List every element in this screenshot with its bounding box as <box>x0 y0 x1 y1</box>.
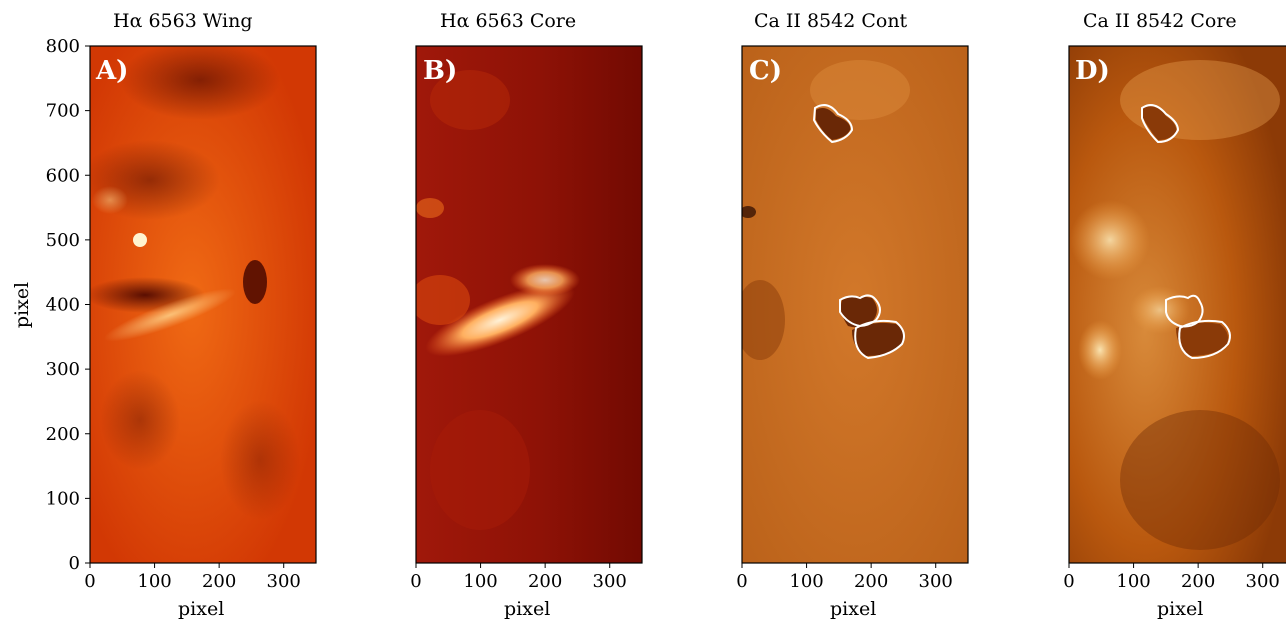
x-tick-label: 0 <box>736 571 747 592</box>
panel-d-image <box>1069 46 1286 563</box>
panel-d-xlabel: pixel <box>1157 598 1204 620</box>
x-tick-label: 200 <box>202 571 236 592</box>
panel-d-contours <box>1141 104 1231 360</box>
y-axis-label: pixel <box>11 281 33 329</box>
panel-d-frame <box>1068 45 1286 564</box>
x-tick-label: 200 <box>854 571 888 592</box>
panel-d-title: Ca II 8542 Core <box>1083 10 1237 32</box>
panel-c-frame <box>741 45 969 564</box>
panel-c-image <box>742 46 968 563</box>
y-tick-label: 800 <box>46 36 80 57</box>
panel-b-label: B) <box>423 56 458 86</box>
y-tick-label: 300 <box>46 359 80 380</box>
x-tick-label: 300 <box>593 571 627 592</box>
x-tick-label: 100 <box>789 571 823 592</box>
panel-c-label: C) <box>749 56 782 86</box>
x-tick-label: 0 <box>1063 571 1074 592</box>
panel-a-title: Hα 6563 Wing <box>113 10 253 32</box>
y-tick-label: 200 <box>46 424 80 445</box>
y-tick-label: 600 <box>46 165 80 186</box>
panel-b-title: Hα 6563 Core <box>440 10 577 32</box>
panel-b-image <box>416 46 642 563</box>
panel-a-label: A) <box>96 56 129 86</box>
x-tick-label: 300 <box>919 571 953 592</box>
x-tick-label: 200 <box>528 571 562 592</box>
x-tick-label: 100 <box>463 571 497 592</box>
panel-d-label: D) <box>1075 56 1110 86</box>
panel-c-title: Ca II 8542 Cont <box>754 10 908 32</box>
x-tick-label: 100 <box>137 571 171 592</box>
y-tick-label: 400 <box>46 295 80 316</box>
panel-b-xlabel: pixel <box>504 598 551 620</box>
x-tick-label: 300 <box>1246 571 1280 592</box>
y-tick-label: 500 <box>46 230 80 251</box>
x-tick-label: 100 <box>1116 571 1150 592</box>
panel-c-contours <box>812 104 905 360</box>
x-tick-label: 0 <box>84 571 95 592</box>
x-tick-label: 0 <box>410 571 421 592</box>
x-tick-label: 300 <box>267 571 301 592</box>
panel-a-image <box>90 46 316 563</box>
y-tick-label: 0 <box>69 553 80 574</box>
panel-b-frame <box>415 45 643 564</box>
panel-a-xlabel: pixel <box>178 598 225 620</box>
y-tick-label: 100 <box>46 488 80 509</box>
panel-c-xlabel: pixel <box>830 598 877 620</box>
y-tick-label: 700 <box>46 101 80 122</box>
axis-ticks <box>85 45 1264 568</box>
x-tick-label: 200 <box>1181 571 1215 592</box>
